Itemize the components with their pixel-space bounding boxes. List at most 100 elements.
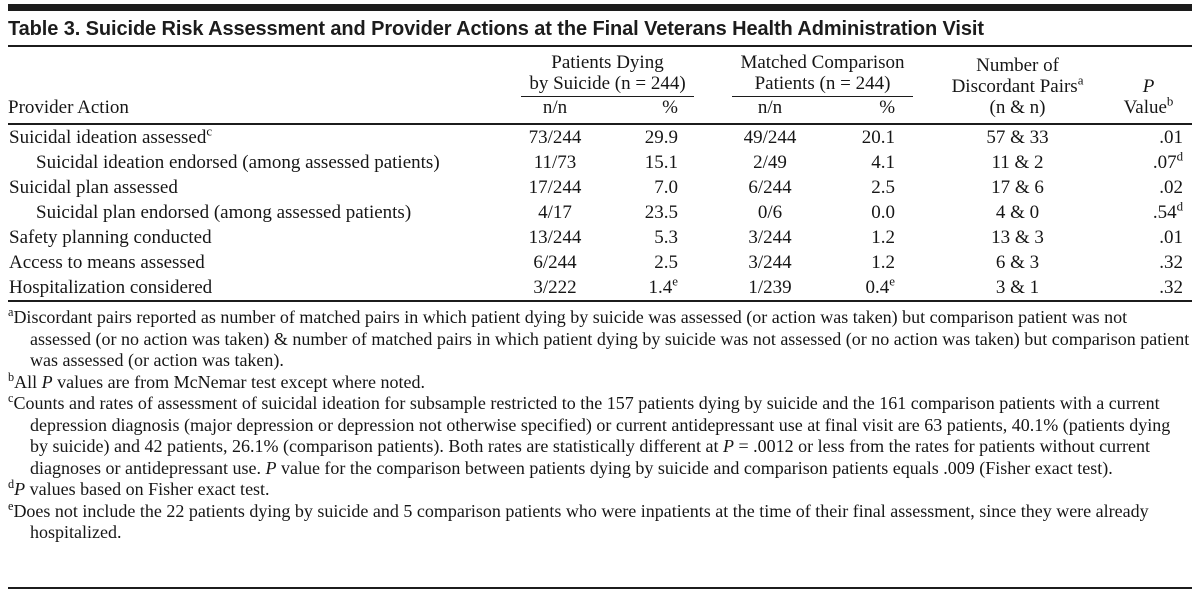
cell-comparison-pct: 1.2: [871, 252, 896, 273]
footnote: cCounts and rates of assessment of suici…: [8, 391, 1192, 479]
table-row: Access to means assessed 6/244 2.5 3/244…: [8, 250, 1192, 275]
cell-comparison-pct: 0.4e: [865, 273, 896, 298]
footnote: dP values based on Fisher exact test.: [8, 477, 1192, 501]
footnote-marker: a: [8, 305, 14, 319]
cell-discordant-pairs: 17 & 6: [991, 177, 1044, 198]
footnote: eDoes not include the 22 patients dying …: [8, 498, 1192, 544]
cell-comparison-nn: 3/244: [748, 252, 792, 273]
footnote-marker: d: [8, 477, 15, 491]
cell-suicide-pct: 1.4e: [648, 273, 678, 298]
col-group-comparison: Matched Comparison Patients (n = 244): [715, 47, 930, 97]
footnote: aDiscordant pairs reported as number of …: [8, 305, 1192, 372]
header-spacer: [8, 47, 500, 97]
table-body: Suicidal ideation assessedc 73/244 29.9 …: [8, 124, 1192, 300]
results-table: Patients Dying by Suicide (n = 244) Matc…: [8, 47, 1193, 300]
col-group-discordant-line1: Number of: [976, 55, 1059, 76]
col-group-suicide-line1: Patients Dying: [551, 52, 664, 73]
cell-suicide-pct: 2.5: [654, 252, 678, 273]
cell-suicide-pct: 23.5: [644, 202, 678, 223]
footnote-text: Counts and rates of assessment of suicid…: [13, 393, 1171, 478]
cell-suicide-pct: 7.0: [654, 177, 678, 198]
cell-discordant-pairs: 57 & 33: [986, 127, 1049, 148]
col-subheader-pct-suicide: %: [610, 97, 715, 125]
table-row: Suicidal plan endorsed (among assessed p…: [8, 200, 1192, 225]
col-subheader-n-and-n: (n & n): [930, 97, 1106, 125]
cell-p-value: .32: [1159, 252, 1184, 273]
cell-discordant-pairs: 3 & 1: [995, 277, 1040, 298]
cell-suicide-nn: 13/244: [528, 227, 582, 248]
cell-discordant-pairs: 4 & 0: [995, 202, 1040, 223]
cell-provider-action: Suicidal plan assessed: [9, 177, 178, 198]
col-group-p-line1: P: [1142, 76, 1155, 97]
col-group-comparison-line2: Patients (n = 244): [754, 73, 891, 94]
cell-p-value: .01: [1159, 127, 1184, 148]
cell-discordant-pairs: 13 & 3: [991, 227, 1044, 248]
footnote-text: Does not include the 22 patients dying b…: [13, 500, 1149, 543]
cell-provider-action: Safety planning conducted: [9, 227, 212, 248]
table-row: Suicidal plan assessed 17/244 7.0 6/244 …: [8, 175, 1192, 200]
cell-comparison-nn: 49/244: [743, 127, 797, 148]
col-group-comparison-line1: Matched Comparison: [740, 52, 905, 73]
cell-suicide-nn: 6/244: [533, 252, 577, 273]
body-bottom-rule: [8, 300, 1192, 302]
col-subheader-p-value: Valueb: [1105, 95, 1193, 125]
col-group-p-value: P: [1105, 47, 1192, 97]
col-subheader-nn-suicide: n/n: [500, 97, 610, 125]
table-header: Patients Dying by Suicide (n = 244) Matc…: [8, 47, 1193, 125]
col-subheader-nn-comparison: n/n: [715, 97, 825, 125]
footnote-text: All P values are from McNemar test excep…: [14, 371, 425, 392]
cell-suicide-nn: 4/17: [538, 202, 572, 223]
cell-discordant-pairs: 6 & 3: [995, 252, 1040, 273]
cell-suicide-pct: 15.1: [644, 152, 678, 173]
footnotes: aDiscordant pairs reported as number of …: [8, 302, 1192, 544]
cell-suicide-nn: 11/73: [533, 152, 577, 173]
cell-suicide-nn: 73/244: [528, 127, 582, 148]
cell-comparison-nn: 0/6: [757, 202, 783, 223]
cell-discordant-pairs: 11 & 2: [991, 152, 1044, 173]
table-row: Suicidal ideation assessedc 73/244 29.9 …: [8, 124, 1192, 150]
cell-p-value: .54d: [1152, 198, 1184, 223]
footnote-marker: c: [8, 391, 14, 405]
col-group-discordant-pairs: Number of Discordant Pairsa: [930, 47, 1105, 97]
table-row: Suicidal ideation endorsed (among assess…: [8, 150, 1192, 175]
cell-comparison-pct: 4.1: [871, 152, 896, 173]
footnote-text: P values based on Fisher exact test.: [14, 479, 270, 499]
footnote-text: Discordant pairs reported as number of m…: [13, 307, 1190, 370]
table-row: Hospitalization considered 3/222 1.4e 1/…: [8, 275, 1192, 300]
cell-comparison-pct: 0.0: [871, 202, 896, 223]
top-rule: [8, 4, 1192, 11]
col-group-suicide-line2: by Suicide (n = 244): [529, 73, 686, 94]
table-row: Safety planning conducted 13/244 5.3 3/2…: [8, 225, 1192, 250]
col-group-suicide: Patients Dying by Suicide (n = 244): [500, 47, 715, 97]
cell-p-value: .32: [1159, 277, 1184, 298]
cell-suicide-nn: 3/222: [533, 277, 577, 298]
col-subheader-pct-comparison: %: [825, 97, 931, 125]
title-rule: [8, 45, 1192, 47]
cell-p-value: .01: [1159, 227, 1184, 248]
cell-suicide-nn: 17/244: [528, 177, 582, 198]
cell-p-value: .02: [1159, 177, 1184, 198]
table-title: Table 3. Suicide Risk Assessment and Pro…: [8, 18, 984, 40]
cell-p-value: .07d: [1152, 148, 1184, 173]
bottom-rule: [8, 586, 1192, 589]
cell-suicide-pct: 29.9: [644, 127, 678, 148]
col-header-provider-action: Provider Action: [8, 97, 500, 125]
cell-comparison-pct: 1.2: [871, 227, 896, 248]
footnote: bAll P values are from McNemar test exce…: [8, 369, 1192, 394]
cell-provider-action: Hospitalization considered: [9, 277, 213, 298]
footnote-marker: b: [8, 369, 15, 384]
cell-provider-action: Suicidal plan endorsed (among assessed p…: [36, 202, 412, 223]
cell-provider-action: Access to means assessed: [9, 252, 205, 273]
cell-comparison-pct: 2.5: [871, 177, 896, 198]
cell-comparison-nn: 6/244: [748, 177, 792, 198]
cell-comparison-nn: 2/49: [753, 152, 787, 173]
cell-comparison-pct: 20.1: [861, 127, 896, 148]
cell-provider-action: Suicidal ideation assessedc: [9, 123, 213, 148]
footnote-marker: e: [8, 498, 14, 513]
cell-suicide-pct: 5.3: [654, 227, 678, 248]
col-group-discordant-line2: Discordant Pairsa: [951, 72, 1084, 97]
cell-comparison-nn: 1/239: [748, 277, 792, 298]
cell-comparison-nn: 3/244: [748, 227, 792, 248]
cell-provider-action: Suicidal ideation endorsed (among assess…: [36, 152, 440, 173]
